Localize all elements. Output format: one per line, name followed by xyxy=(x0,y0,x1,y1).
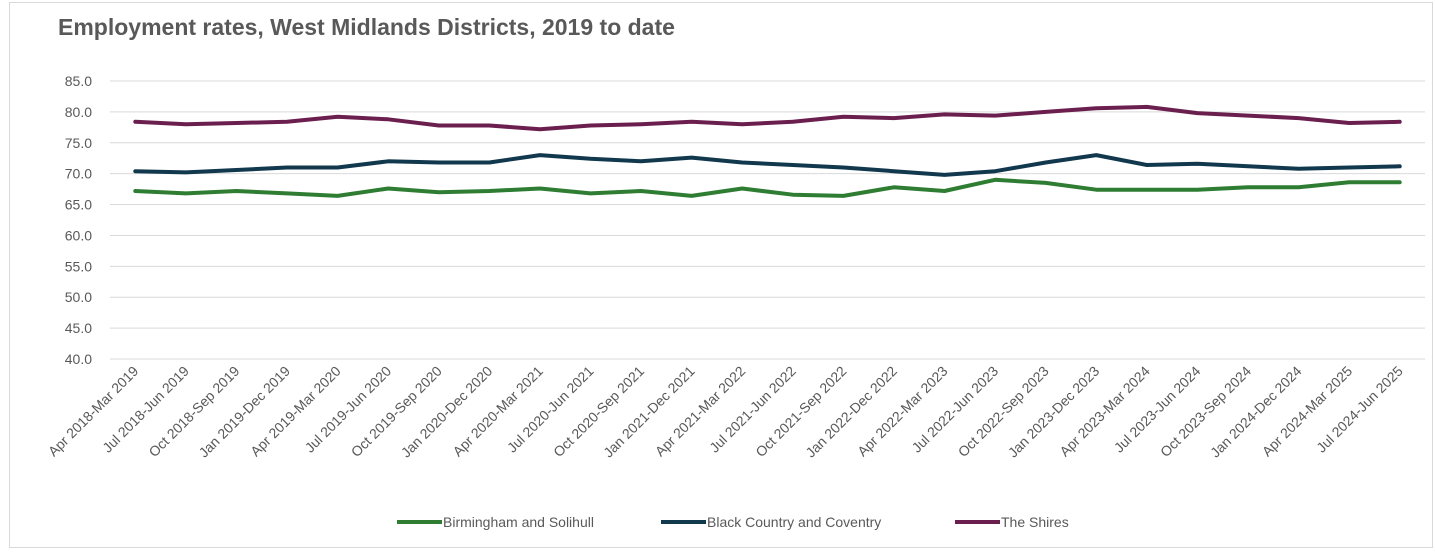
x-tick-label: Oct 2021-Sep 2022 xyxy=(752,363,849,460)
series-line xyxy=(133,177,1402,198)
y-tick-label: 40.0 xyxy=(65,351,92,367)
series-line xyxy=(133,104,1402,132)
x-tick-label: Jul 2024-Jun 2025 xyxy=(1313,363,1406,456)
y-tick-label: 50.0 xyxy=(65,289,92,305)
legend-item[interactable]: Black Country and Coventry xyxy=(661,514,881,530)
legend-item[interactable]: Birmingham and Solihull xyxy=(397,514,594,530)
gridlines xyxy=(110,80,1425,360)
x-tick-label: Apr 2021-Mar 2022 xyxy=(652,363,749,460)
x-tick-label: Jan 2024-Dec 2024 xyxy=(1207,363,1305,461)
legend-label: Birmingham and Solihull xyxy=(443,514,594,530)
x-tick-label: Jul 2018-Jun 2019 xyxy=(99,363,192,456)
y-tick-label: 80.0 xyxy=(65,104,92,120)
x-tick-label: Apr 2018-Mar 2019 xyxy=(45,363,142,460)
legend[interactable]: Birmingham and Solihull Black Country and… xyxy=(397,514,1069,530)
x-tick-label: Jan 2019-Dec 2019 xyxy=(195,363,293,461)
x-tick-label: Oct 2018-Sep 2019 xyxy=(145,363,242,460)
legend-item[interactable]: The Shires xyxy=(955,514,1069,530)
x-tick-label: Jul 2020-Jun 2021 xyxy=(504,363,597,456)
x-tick-label: Oct 2020-Sep 2021 xyxy=(550,363,647,460)
x-tick-label: Jul 2022-Jun 2023 xyxy=(908,363,1001,456)
legend-label: The Shires xyxy=(1001,514,1069,530)
x-tick-label: Oct 2022-Sep 2023 xyxy=(955,363,1052,460)
legend-label: Black Country and Coventry xyxy=(707,514,881,530)
x-tick-label: Jan 2021-Dec 2021 xyxy=(600,363,698,461)
y-tick-label: 55.0 xyxy=(65,258,92,274)
x-tick-label: Jul 2021-Jun 2022 xyxy=(706,363,799,456)
y-tick-label: 45.0 xyxy=(65,320,92,336)
x-tick-label: Apr 2022-Mar 2023 xyxy=(854,363,951,460)
x-tick-label: Jul 2023-Jun 2024 xyxy=(1111,363,1204,456)
chart-frame xyxy=(9,2,1433,548)
series-line xyxy=(133,153,1402,177)
y-tick-label: 60.0 xyxy=(65,227,92,243)
y-tick-label: 70.0 xyxy=(65,166,92,182)
x-tick-label: Oct 2023-Sep 2024 xyxy=(1157,363,1254,460)
x-tick-label: Apr 2019-Mar 2020 xyxy=(247,363,344,460)
x-tick-label: Jan 2023-Dec 2023 xyxy=(1005,363,1103,461)
x-tick-label: Apr 2024-Mar 2025 xyxy=(1259,363,1356,460)
x-tick-label: Jan 2022-Dec 2022 xyxy=(802,363,900,461)
chart-title: Employment rates, West Midlands District… xyxy=(58,14,675,40)
x-tick-label: Jul 2019-Jun 2020 xyxy=(302,363,395,456)
x-tick-label: Apr 2020-Mar 2021 xyxy=(449,363,546,460)
series-lines xyxy=(133,104,1402,198)
x-tick-label: Oct 2019-Sep 2020 xyxy=(348,363,445,460)
y-axis-ticks: 85.0 80.0 75.0 70.0 65.0 60.0 55.0 50.0 45.0 40.0 xyxy=(65,73,92,367)
y-tick-label: 65.0 xyxy=(65,197,92,213)
x-tick-label: Jan 2020-Dec 2020 xyxy=(398,363,496,461)
x-tick-label: Apr 2023-Mar 2024 xyxy=(1056,363,1153,460)
y-tick-label: 75.0 xyxy=(65,135,92,151)
y-tick-label: 85.0 xyxy=(65,73,92,89)
